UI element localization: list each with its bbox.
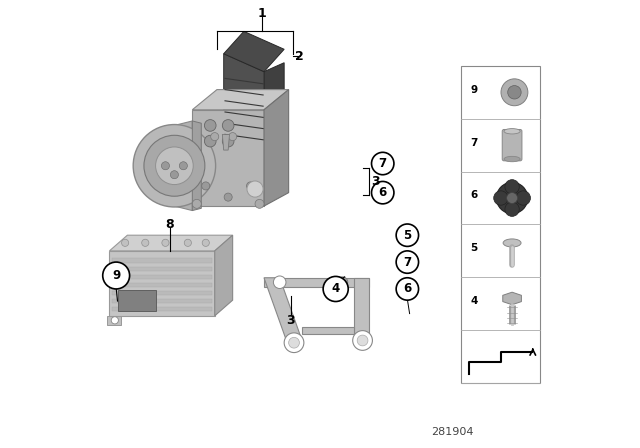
Circle shape bbox=[284, 333, 304, 353]
Text: 281904: 281904 bbox=[431, 427, 474, 437]
Circle shape bbox=[161, 162, 170, 170]
Text: 1: 1 bbox=[257, 7, 266, 20]
Bar bbox=[111, 291, 212, 295]
Text: 4: 4 bbox=[332, 282, 340, 296]
Text: 6: 6 bbox=[379, 186, 387, 199]
Circle shape bbox=[222, 120, 234, 131]
Polygon shape bbox=[192, 90, 289, 110]
Text: 2: 2 bbox=[296, 49, 304, 63]
Polygon shape bbox=[192, 121, 201, 211]
Circle shape bbox=[204, 135, 216, 147]
Circle shape bbox=[111, 317, 118, 324]
Bar bbox=[111, 275, 212, 279]
Text: 3: 3 bbox=[287, 314, 295, 327]
Circle shape bbox=[372, 181, 394, 204]
Circle shape bbox=[144, 135, 205, 196]
Circle shape bbox=[357, 335, 368, 346]
Circle shape bbox=[501, 79, 528, 106]
Circle shape bbox=[102, 262, 129, 289]
Circle shape bbox=[516, 191, 531, 205]
Circle shape bbox=[179, 162, 188, 170]
Ellipse shape bbox=[504, 156, 520, 162]
Circle shape bbox=[337, 277, 348, 288]
Polygon shape bbox=[353, 278, 369, 334]
Text: 9: 9 bbox=[112, 269, 120, 282]
Polygon shape bbox=[264, 278, 302, 340]
Polygon shape bbox=[264, 90, 289, 206]
Circle shape bbox=[505, 202, 519, 216]
Text: 9: 9 bbox=[470, 85, 477, 95]
Polygon shape bbox=[302, 327, 353, 334]
Circle shape bbox=[508, 86, 521, 99]
Circle shape bbox=[202, 239, 209, 246]
Circle shape bbox=[273, 276, 286, 289]
Bar bbox=[118, 290, 156, 311]
Polygon shape bbox=[107, 316, 120, 325]
Circle shape bbox=[184, 239, 191, 246]
Polygon shape bbox=[214, 235, 232, 316]
Circle shape bbox=[202, 182, 210, 190]
Circle shape bbox=[255, 199, 264, 208]
Circle shape bbox=[353, 331, 372, 350]
Text: 7: 7 bbox=[379, 157, 387, 170]
Bar bbox=[109, 251, 214, 316]
Text: 5: 5 bbox=[470, 243, 477, 253]
Text: 7: 7 bbox=[403, 255, 412, 269]
Circle shape bbox=[192, 199, 201, 208]
Polygon shape bbox=[264, 278, 369, 287]
Bar bbox=[111, 307, 212, 311]
Bar bbox=[461, 66, 540, 383]
Circle shape bbox=[156, 147, 193, 185]
Bar bbox=[111, 258, 212, 263]
Circle shape bbox=[505, 180, 519, 194]
Circle shape bbox=[228, 133, 237, 141]
Circle shape bbox=[222, 135, 234, 147]
Ellipse shape bbox=[503, 239, 521, 247]
Polygon shape bbox=[503, 292, 522, 305]
Circle shape bbox=[211, 133, 219, 141]
Circle shape bbox=[396, 251, 419, 273]
Circle shape bbox=[204, 120, 216, 131]
Circle shape bbox=[246, 182, 255, 190]
Bar bbox=[111, 299, 212, 303]
Circle shape bbox=[396, 278, 419, 300]
Circle shape bbox=[289, 337, 300, 348]
Circle shape bbox=[507, 193, 518, 203]
Circle shape bbox=[224, 193, 232, 201]
Text: 4: 4 bbox=[470, 296, 477, 306]
Circle shape bbox=[323, 276, 348, 302]
Circle shape bbox=[497, 182, 528, 214]
Text: 6: 6 bbox=[470, 190, 477, 200]
Bar bbox=[111, 283, 212, 287]
Polygon shape bbox=[264, 63, 284, 166]
FancyBboxPatch shape bbox=[502, 129, 522, 161]
Text: 6: 6 bbox=[403, 282, 412, 296]
Circle shape bbox=[122, 239, 129, 246]
Polygon shape bbox=[222, 134, 230, 150]
Text: 8: 8 bbox=[166, 217, 174, 231]
Polygon shape bbox=[223, 31, 284, 72]
Circle shape bbox=[133, 125, 216, 207]
Circle shape bbox=[396, 224, 419, 246]
Circle shape bbox=[141, 239, 149, 246]
Circle shape bbox=[372, 152, 394, 175]
Circle shape bbox=[493, 191, 508, 205]
Polygon shape bbox=[109, 235, 232, 251]
Ellipse shape bbox=[504, 129, 520, 134]
Text: 3: 3 bbox=[371, 175, 380, 188]
Circle shape bbox=[170, 171, 179, 179]
Text: 5: 5 bbox=[403, 228, 412, 242]
Circle shape bbox=[162, 239, 169, 246]
Circle shape bbox=[247, 181, 263, 197]
Bar bbox=[111, 267, 212, 271]
Polygon shape bbox=[174, 121, 192, 211]
Polygon shape bbox=[192, 110, 264, 206]
Polygon shape bbox=[223, 54, 264, 166]
Text: 7: 7 bbox=[470, 138, 477, 147]
